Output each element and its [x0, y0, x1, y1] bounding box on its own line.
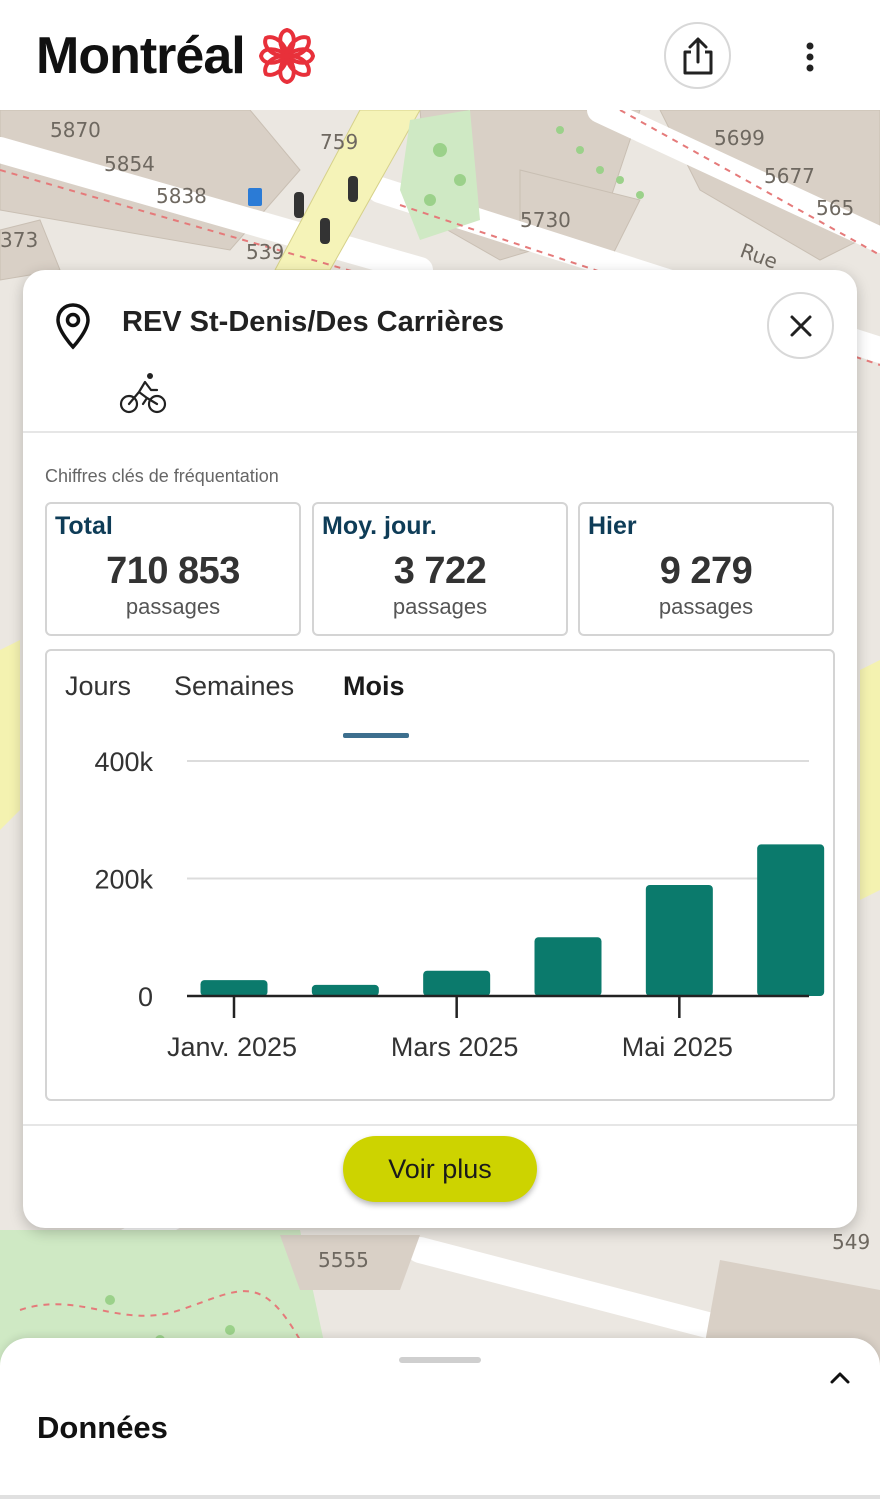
bar: [200, 980, 268, 996]
sheet-drag-handle[interactable]: [399, 1357, 481, 1363]
more-vertical-icon: [806, 42, 814, 72]
map-label: 373: [0, 228, 39, 252]
stat-label: Hier: [588, 512, 637, 540]
station-info-card: REV St-Denis/Des Carrières Chiffres clés…: [23, 270, 857, 1228]
stat-value: 710 853: [106, 550, 240, 592]
card-divider: [23, 431, 857, 433]
bar: [311, 984, 379, 996]
share-icon: [683, 37, 712, 74]
chevron-up-icon[interactable]: [826, 1366, 854, 1390]
stat-label: Moy. jour.: [322, 512, 437, 540]
stat-daily-average: Moy. jour. 3 722 passages: [312, 502, 568, 636]
bottom-sheet[interactable]: Données: [0, 1338, 880, 1499]
stat-yesterday: Hier 9 279 passages: [578, 502, 834, 636]
card-divider: [23, 1124, 857, 1126]
stat-label: Total: [55, 512, 113, 540]
tab-mois[interactable]: Mois: [343, 671, 405, 701]
close-icon: [790, 315, 811, 336]
stat-total: Total 710 853 passages: [45, 502, 301, 636]
more-options-button[interactable]: [790, 34, 830, 80]
map-label: 5838: [156, 184, 207, 208]
voir-plus-button[interactable]: Voir plus: [343, 1136, 537, 1202]
map-label: 5677: [764, 164, 815, 188]
bar: [757, 844, 825, 996]
sheet-title: Données: [37, 1410, 168, 1445]
montreal-rose-logo-icon: [258, 27, 316, 85]
section-label: Chiffres clés de fréquentation: [45, 466, 279, 486]
stat-value: 9 279: [659, 550, 753, 592]
map-label: 5730: [520, 208, 571, 232]
map-label: 5555: [318, 1248, 369, 1272]
close-button[interactable]: [767, 292, 834, 359]
stat-unit: passages: [125, 594, 221, 619]
y-tick-label: 400k: [94, 747, 153, 777]
stat-unit: passages: [392, 594, 488, 619]
chart-panel: Jours Semaines Mois 0 200k 400k Janv. 2025 M…: [45, 649, 835, 1101]
stat-value: 3 722: [393, 550, 487, 592]
map-label: 549: [832, 1230, 871, 1254]
x-tick-label: Mars 2025: [391, 1032, 519, 1062]
bar: [645, 884, 713, 996]
tab-semaines[interactable]: Semaines: [174, 671, 295, 701]
map-label: 5854: [104, 152, 155, 176]
stat-unit: passages: [658, 594, 754, 619]
location-pin-icon: [56, 303, 90, 350]
map-label: 5699: [714, 126, 765, 150]
bar: [534, 937, 602, 996]
station-title: REV St-Denis/Des Carrières: [122, 306, 504, 338]
bar: [423, 970, 491, 996]
y-tick-label: 200k: [94, 865, 153, 895]
sheet-bottom-divider: [0, 1495, 880, 1499]
x-tick-label: Mai 2025: [622, 1032, 733, 1062]
map-label: 5870: [50, 118, 101, 142]
map-label: 565: [816, 196, 855, 220]
x-tick-label: Janv. 2025: [167, 1032, 297, 1062]
tab-jours[interactable]: Jours: [65, 671, 132, 701]
app-header: Montréal: [0, 0, 880, 110]
logo-wordmark: Montréal: [36, 27, 246, 85]
map-label: 539: [246, 240, 285, 264]
y-tick-label: 0: [138, 982, 153, 1012]
map-label: 759: [320, 130, 359, 154]
bicycle-icon: [119, 373, 167, 414]
share-button[interactable]: [664, 22, 731, 89]
active-tab-indicator: [343, 733, 409, 738]
